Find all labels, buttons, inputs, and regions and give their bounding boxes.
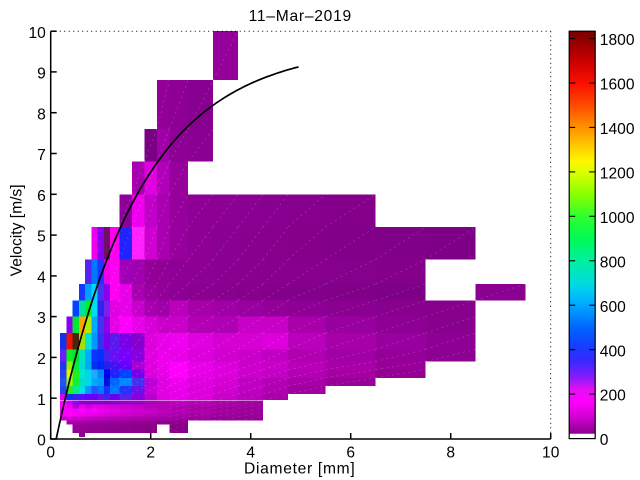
svg-text:9: 9: [37, 66, 46, 83]
svg-text:4: 4: [246, 445, 255, 462]
svg-text:1600: 1600: [600, 77, 635, 94]
svg-text:8: 8: [446, 445, 455, 462]
svg-text:600: 600: [600, 299, 626, 316]
svg-text:2: 2: [37, 351, 46, 368]
svg-text:1400: 1400: [600, 121, 635, 138]
svg-text:200: 200: [600, 388, 626, 405]
svg-text:2: 2: [146, 445, 155, 462]
svg-text:1200: 1200: [600, 166, 635, 183]
svg-text:800: 800: [600, 254, 626, 271]
svg-text:1: 1: [37, 392, 46, 409]
svg-text:0: 0: [600, 432, 609, 449]
svg-text:1000: 1000: [600, 210, 635, 227]
svg-text:Velocity [m/s]: Velocity [m/s]: [9, 184, 26, 276]
svg-text:6: 6: [346, 445, 355, 462]
svg-text:6: 6: [37, 188, 46, 205]
svg-text:5: 5: [37, 229, 46, 246]
svg-text:10: 10: [542, 445, 560, 462]
svg-text:400: 400: [600, 343, 626, 360]
svg-text:0: 0: [37, 433, 46, 450]
svg-text:11–Mar–2019: 11–Mar–2019: [249, 8, 352, 25]
svg-text:4: 4: [37, 270, 46, 287]
svg-text:10: 10: [28, 25, 46, 42]
svg-text:0: 0: [46, 445, 55, 462]
svg-text:Diameter [mm]: Diameter [mm]: [244, 460, 355, 477]
svg-text:8: 8: [37, 106, 46, 123]
svg-text:3: 3: [37, 310, 46, 327]
svg-text:7: 7: [37, 147, 46, 164]
svg-text:1800: 1800: [600, 32, 635, 49]
